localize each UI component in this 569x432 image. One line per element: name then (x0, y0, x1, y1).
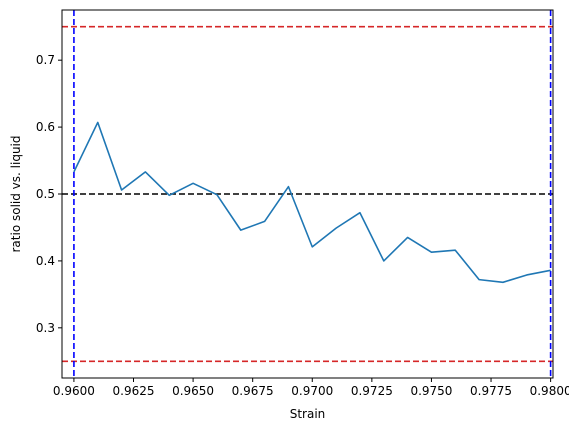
y-axis-label: ratio solid vs. liquid (9, 136, 23, 253)
x-tick-label: 0.9600 (53, 384, 95, 398)
y-tick-label: 0.6 (36, 120, 55, 134)
x-tick-label: 0.9625 (113, 384, 155, 398)
x-tick-label: 0.9725 (351, 384, 393, 398)
y-axis: 0.3 0.4 0.5 0.6 0.7 (36, 53, 62, 335)
x-axis: 0.9600 0.9625 0.9650 0.9675 0.9700 0.9725 0.97… (53, 378, 569, 398)
y-tick-label: 0.3 (36, 321, 55, 335)
series-line-0 (73, 121, 551, 284)
x-tick-label: 0.9650 (172, 384, 214, 398)
y-tick-label: 0.5 (36, 187, 55, 201)
series-layer (73, 121, 551, 284)
x-tick-label: 0.9750 (410, 384, 452, 398)
x-tick-label: 0.9675 (232, 384, 274, 398)
y-tick-label: 0.4 (36, 254, 55, 268)
y-tick-label: 0.7 (36, 53, 55, 67)
reference-lines (62, 10, 553, 378)
x-tick-label: 0.9775 (470, 384, 512, 398)
x-tick-label: 0.9700 (291, 384, 333, 398)
x-tick-label: 0.9800 (530, 384, 569, 398)
x-axis-label: Strain (290, 407, 326, 421)
